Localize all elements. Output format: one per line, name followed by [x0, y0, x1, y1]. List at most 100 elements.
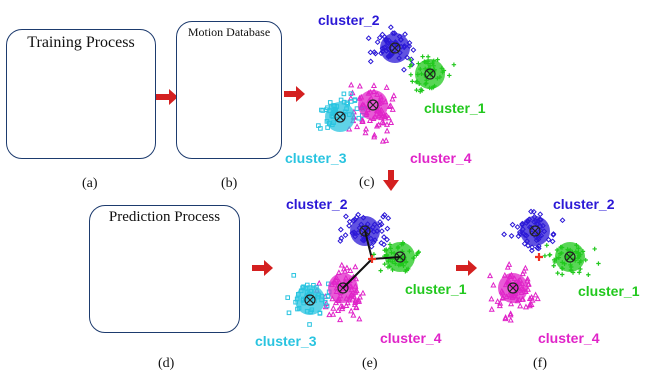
- scatter-point: [343, 213, 349, 220]
- scatter-point: [320, 108, 326, 113]
- scatter-point: [508, 233, 515, 239]
- prediction-process-box: Prediction Process: [89, 205, 240, 333]
- scatter-layer: [285, 24, 601, 327]
- scatter-point: [416, 249, 421, 255]
- centroid-cluster-3: [325, 102, 355, 132]
- scatter-point: [316, 279, 323, 286]
- scatter-point: [419, 88, 425, 93]
- scatter-point: [379, 31, 386, 38]
- distance-connector: [364, 230, 373, 260]
- scatter-point: [362, 129, 369, 136]
- scatter-point: [291, 273, 297, 278]
- scatter-point: [551, 263, 556, 268]
- scatter-point: [534, 245, 541, 251]
- scatter-point: [378, 268, 383, 273]
- scatter-point: [367, 58, 374, 65]
- arrow-e-to-f: [456, 260, 477, 276]
- scatter-point: [389, 106, 396, 112]
- scatter-point: [592, 246, 597, 252]
- scatter-point: [343, 264, 350, 271]
- scatter-point: [494, 298, 501, 304]
- centroid-cluster-1: [555, 242, 585, 272]
- cluster-2-label-c: cluster_2: [318, 12, 380, 28]
- scatter-point: [347, 267, 354, 274]
- scatter-point: [371, 131, 378, 138]
- scatter-point: [330, 310, 337, 317]
- motion-database-box: Motion Database: [176, 21, 282, 159]
- scatter-point: [526, 302, 533, 309]
- scatter-point: [371, 252, 377, 257]
- scatter-point: [487, 272, 494, 279]
- sublabel-c: (c): [359, 175, 375, 190]
- query-point-marker: [535, 253, 543, 261]
- scatter-point: [371, 133, 378, 140]
- training-process-title: Training Process: [27, 34, 135, 51]
- scatter-point: [550, 231, 557, 238]
- flow-arrows: [155, 86, 477, 276]
- scatter-point: [378, 240, 385, 246]
- scatter-point: [335, 307, 342, 313]
- scatter-point: [389, 95, 396, 102]
- scatter-point: [408, 57, 413, 63]
- scatter-point: [384, 127, 391, 134]
- cluster-2-label-f: cluster_2: [553, 196, 615, 212]
- scatter-point: [596, 261, 601, 266]
- scatter-point: [326, 311, 333, 318]
- scatter-point: [356, 115, 362, 121]
- scatter-point: [374, 39, 381, 46]
- scatter-point: [377, 219, 383, 225]
- sublabel-b: (b): [221, 176, 238, 191]
- scatter-point: [372, 50, 379, 57]
- scatter-point: [559, 272, 565, 277]
- scatter-point: [352, 299, 359, 305]
- scatter-point: [524, 275, 531, 282]
- scatter-point: [337, 316, 344, 323]
- scatter-point: [381, 234, 387, 240]
- scatter-point: [388, 119, 395, 125]
- cluster-1-label-c: cluster_1: [424, 100, 486, 116]
- cluster-3-label-c: cluster_3: [285, 150, 347, 166]
- centroid-cluster-2: [380, 33, 410, 63]
- cluster-1-label-e: cluster_1: [405, 281, 467, 297]
- centroid-cluster-3: [295, 285, 325, 315]
- scatter-point: [348, 99, 354, 104]
- scatter-point: [555, 270, 560, 276]
- scatter-point: [383, 121, 391, 127]
- scatter-point: [356, 82, 363, 89]
- scatter-point: [337, 226, 344, 233]
- distance-connector: [371, 256, 401, 260]
- scatter-point: [327, 100, 333, 105]
- prediction-process-title: Prediction Process: [108, 209, 221, 225]
- scatter-point: [507, 311, 514, 318]
- scatter-point: [354, 123, 361, 130]
- scatter-point: [339, 305, 346, 312]
- scatter-point: [351, 301, 358, 307]
- scatter-point: [507, 316, 514, 323]
- scatter-point: [352, 263, 359, 270]
- arrow-c-to-e: [383, 170, 399, 191]
- scatter-point: [359, 289, 366, 296]
- centroid-cluster-4: [498, 273, 528, 303]
- scatter-point: [316, 123, 321, 128]
- scatter-point: [547, 252, 552, 258]
- scatter-point: [379, 118, 386, 125]
- scatter-point: [285, 295, 290, 300]
- scatter-point: [420, 54, 425, 59]
- query-point-marker: [368, 255, 376, 263]
- scatter-point: [408, 62, 414, 68]
- centroid-cluster-2: [520, 216, 550, 246]
- cluster-2-label-e: cluster_2: [286, 196, 348, 212]
- scatter-point: [365, 35, 372, 42]
- scatter-point: [330, 304, 337, 311]
- scatter-point: [522, 264, 529, 271]
- scatter-point: [384, 225, 391, 232]
- scatter-point: [519, 270, 526, 277]
- scatter-point: [356, 315, 363, 322]
- scatter-point: [509, 221, 516, 228]
- scatter-point: [341, 91, 347, 97]
- scatter-point: [307, 322, 312, 327]
- cluster-1-label-f: cluster_1: [578, 283, 640, 299]
- scatter-point: [504, 263, 511, 270]
- scatter-point: [408, 72, 414, 77]
- scatter-point: [447, 73, 452, 78]
